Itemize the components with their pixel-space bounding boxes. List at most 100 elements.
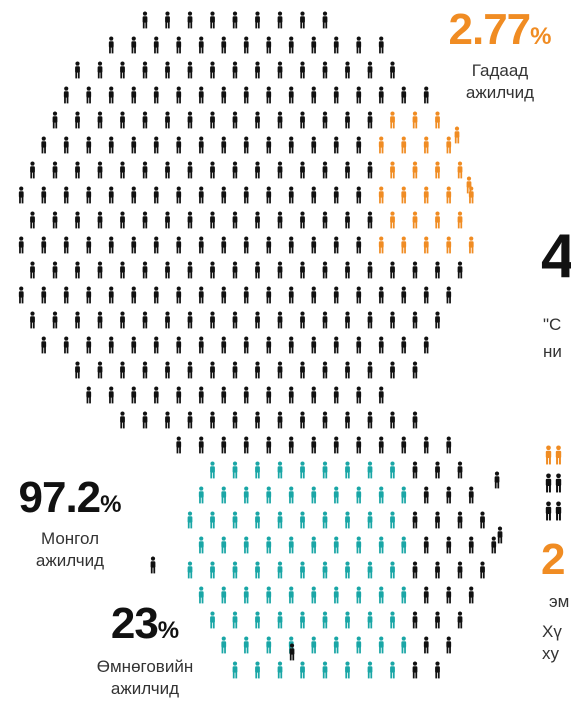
person-icon xyxy=(401,136,407,154)
person-icon xyxy=(378,486,384,504)
person-icon xyxy=(266,286,272,304)
person-icon xyxy=(210,261,215,279)
person-icon xyxy=(345,511,350,529)
person-icon xyxy=(165,161,170,179)
person-icon xyxy=(311,336,317,354)
person-icon xyxy=(457,561,463,579)
person-icon xyxy=(176,36,182,54)
person-icon xyxy=(30,311,35,329)
person-icon xyxy=(356,236,362,254)
person-icon xyxy=(333,436,339,454)
foreign-workers-stat: 2.77% Гадаад ажилчид xyxy=(430,8,570,104)
person-icon xyxy=(176,286,182,304)
person-icon xyxy=(210,361,215,379)
person-icon xyxy=(187,361,193,379)
person-icon xyxy=(165,311,170,329)
person-icon xyxy=(311,636,317,654)
person-icon xyxy=(277,511,283,529)
person-icon xyxy=(187,311,193,329)
person-icon xyxy=(446,136,452,154)
person-icon xyxy=(120,361,125,379)
person-icon xyxy=(345,211,350,229)
person-icon xyxy=(120,161,125,179)
person-icon xyxy=(378,286,384,304)
person-icon xyxy=(232,111,238,129)
person-icon xyxy=(390,61,395,79)
person-icon xyxy=(356,536,362,554)
cutoff-women-label: эм xyxy=(549,592,570,611)
person-icon xyxy=(86,236,92,254)
person-icon xyxy=(243,286,249,304)
person-icon xyxy=(131,36,137,54)
person-icon xyxy=(378,236,384,254)
person-icon xyxy=(288,236,294,254)
person-icon xyxy=(446,486,452,504)
person-icon xyxy=(243,36,249,54)
person-icon xyxy=(333,586,339,604)
person-icon xyxy=(232,11,238,29)
person-icon xyxy=(333,636,339,654)
person-icon xyxy=(412,311,418,329)
person-icon xyxy=(435,511,440,529)
person-icon xyxy=(63,236,69,254)
person-icon xyxy=(210,61,215,79)
person-icon xyxy=(277,361,283,379)
person-icon xyxy=(187,261,193,279)
person-icon xyxy=(243,586,249,604)
person-icon xyxy=(378,136,384,154)
person-icon xyxy=(412,361,418,379)
person-icon xyxy=(390,611,395,629)
person-icon xyxy=(277,211,283,229)
person-icon xyxy=(300,511,305,529)
person-icon xyxy=(356,136,362,154)
person-icon xyxy=(63,186,69,204)
person-icon xyxy=(367,361,373,379)
person-icon xyxy=(480,561,485,579)
person-icon xyxy=(120,111,125,129)
person-icon xyxy=(277,661,283,679)
person-icon xyxy=(232,161,238,179)
person-icon xyxy=(153,86,159,104)
person-icon xyxy=(75,211,80,229)
person-icon xyxy=(18,286,24,304)
person-icon xyxy=(412,411,418,429)
person-icon xyxy=(390,211,395,229)
person-icon xyxy=(198,86,204,104)
person-icon xyxy=(390,311,395,329)
person-icon xyxy=(277,111,283,129)
person-icon xyxy=(86,86,92,104)
person-icon xyxy=(120,261,125,279)
person-icon xyxy=(52,311,58,329)
person-icon xyxy=(255,61,260,79)
person-icon xyxy=(435,261,440,279)
person-icon xyxy=(300,161,305,179)
person-icon xyxy=(198,36,204,54)
person-icon xyxy=(367,611,373,629)
person-icon xyxy=(423,636,429,654)
person-icon xyxy=(52,111,58,129)
person-icon xyxy=(423,286,429,304)
person-icon xyxy=(266,636,272,654)
person-icon xyxy=(356,86,362,104)
person-icon xyxy=(221,636,227,654)
person-icon xyxy=(86,136,92,154)
person-icon xyxy=(187,411,193,429)
person-icon xyxy=(288,586,294,604)
person-icon xyxy=(412,261,418,279)
person-icon xyxy=(356,486,362,504)
person-icon xyxy=(311,186,317,204)
person-icon xyxy=(63,136,69,154)
person-icon xyxy=(63,86,69,104)
person-icon xyxy=(288,386,294,404)
person-icon xyxy=(356,386,362,404)
person-icon xyxy=(288,36,294,54)
person-icon xyxy=(176,436,182,454)
south-gobi-workers-value: 23% xyxy=(110,599,180,648)
person-icon xyxy=(86,286,92,304)
person-icon xyxy=(243,136,249,154)
person-icon xyxy=(277,161,283,179)
person-icon xyxy=(131,386,137,404)
person-icon xyxy=(97,61,103,79)
person-icon xyxy=(198,236,204,254)
person-icon xyxy=(266,536,272,554)
